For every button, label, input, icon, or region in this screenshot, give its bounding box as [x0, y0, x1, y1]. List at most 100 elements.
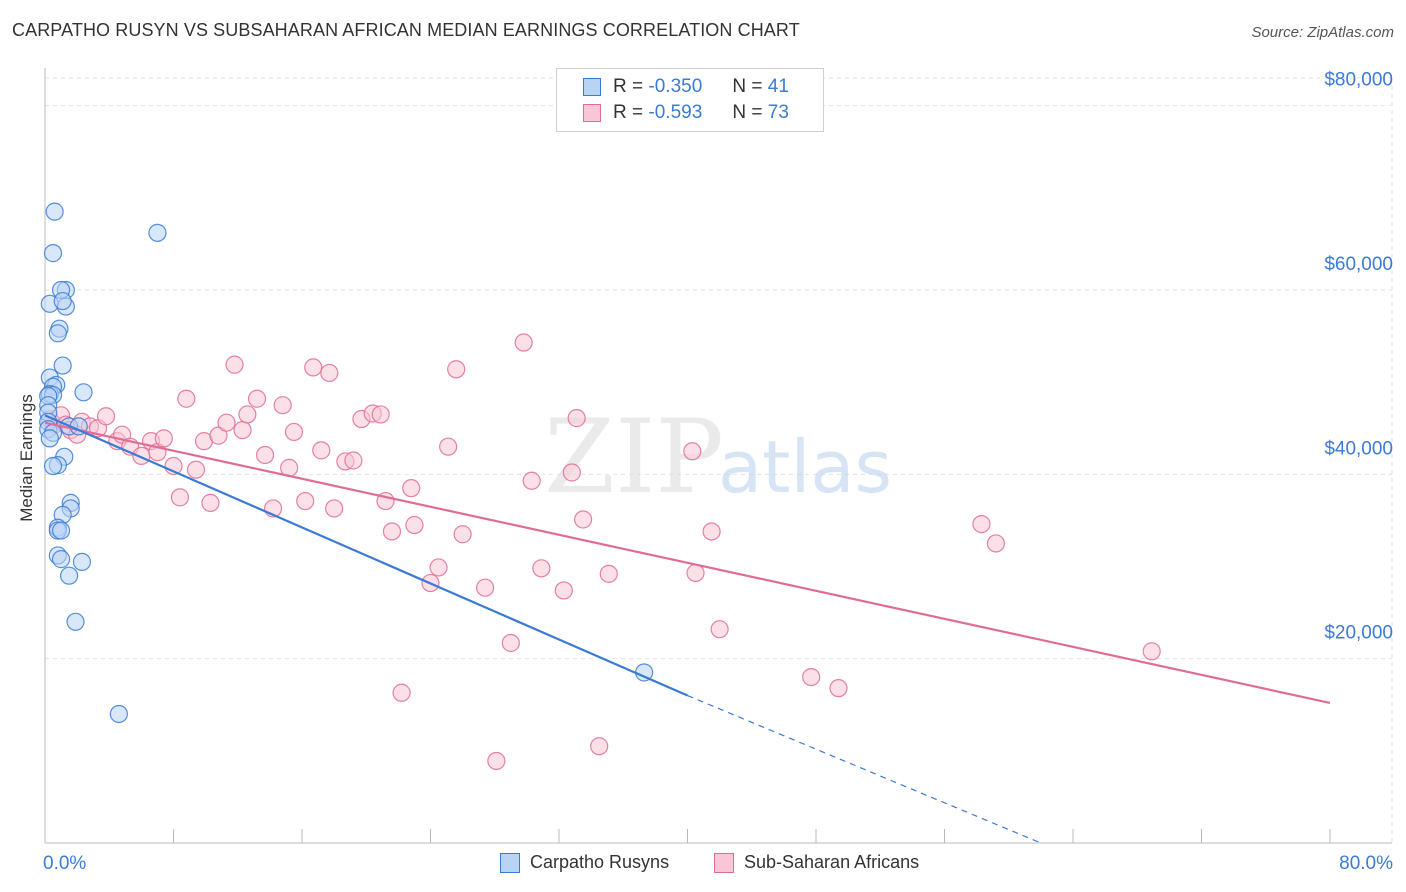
series-legend-carpatho[interactable]: Carpatho Rusyns	[500, 852, 669, 873]
data-point	[405, 515, 424, 535]
legend-r-label: R =	[613, 76, 644, 97]
data-point	[590, 737, 609, 756]
data-point	[51, 521, 71, 540]
series-swatch-pink	[714, 852, 734, 873]
data-point	[686, 563, 705, 583]
carpatho-rusyn-points	[39, 202, 654, 724]
watermark-atlas: atlas	[718, 425, 892, 509]
data-point	[382, 522, 402, 541]
legend-row-carpatho: R = -0.350 N = 41	[583, 75, 789, 99]
data-point	[233, 420, 252, 440]
data-point	[567, 409, 586, 428]
legend-r-label: R =	[613, 102, 644, 123]
data-point	[986, 534, 1006, 553]
data-point	[487, 751, 506, 771]
data-point	[53, 356, 72, 375]
data-point	[186, 460, 206, 479]
data-point	[829, 679, 848, 698]
trend-line-carpatho	[44, 414, 688, 697]
data-point	[72, 552, 92, 571]
data-point	[74, 383, 93, 402]
data-point	[209, 426, 228, 445]
data-point	[59, 566, 79, 585]
data-point	[344, 451, 363, 470]
data-point	[148, 223, 167, 242]
data-point	[501, 633, 520, 653]
data-point	[554, 581, 573, 600]
trend-line-subsaharan	[44, 421, 1331, 704]
legend-row-subsaharan: R = -0.593 N = 73	[583, 101, 789, 125]
data-point	[217, 413, 236, 432]
data-point	[273, 396, 292, 415]
series-legend: Carpatho Rusyns Sub-Saharan Africans	[0, 852, 1406, 878]
x-tick-label: 0.0%	[43, 853, 86, 874]
data-point	[45, 202, 64, 221]
data-point	[247, 389, 267, 408]
chart-title: CARPATHO RUSYN VS SUBSAHARAN AFRICAN MED…	[12, 20, 800, 40]
legend-swatch-pink	[583, 104, 601, 122]
trend-lines	[44, 414, 1331, 844]
correlation-legend: R = -0.350 N = 41 R = -0.593 N = 73	[556, 68, 824, 132]
data-point	[66, 612, 85, 631]
y-tick-label: $80,000	[1324, 70, 1393, 91]
data-point	[476, 578, 495, 597]
data-point	[201, 493, 220, 512]
legend-n-value: 73	[767, 102, 789, 123]
data-point	[683, 442, 702, 461]
y-tick-label: $20,000	[1324, 623, 1393, 644]
data-point	[392, 683, 411, 702]
data-point	[802, 667, 821, 687]
data-point	[296, 491, 315, 511]
data-point	[532, 559, 551, 578]
data-point	[325, 499, 344, 518]
data-point	[225, 355, 244, 374]
series-name: Sub-Saharan Africans	[744, 852, 920, 872]
data-point	[573, 510, 593, 529]
data-point	[154, 429, 173, 448]
data-point	[40, 429, 59, 448]
series-name: Carpatho Rusyns	[530, 852, 670, 872]
data-point	[304, 358, 323, 377]
data-point	[402, 479, 421, 498]
data-point	[1142, 642, 1161, 661]
x-tick-label: 80.0%	[1339, 853, 1393, 874]
sub-saharan-points	[40, 333, 1161, 771]
data-point	[522, 471, 541, 490]
data-point	[599, 564, 618, 583]
trend-line-carpatho-extension	[687, 694, 1042, 844]
data-point	[429, 558, 448, 577]
data-point	[312, 441, 331, 460]
data-point	[320, 363, 339, 383]
data-point	[170, 488, 190, 507]
legend-n-label: N =	[732, 76, 763, 97]
data-point	[53, 291, 72, 311]
data-point	[109, 704, 128, 724]
data-point	[439, 437, 458, 456]
data-point	[177, 389, 196, 408]
data-point	[284, 422, 304, 442]
data-point	[43, 456, 63, 476]
y-tick-label: $60,000	[1324, 254, 1393, 275]
data-point	[702, 522, 721, 541]
y-tick-label: $40,000	[1324, 438, 1393, 459]
legend-r-value: -0.350	[648, 76, 703, 97]
data-point	[710, 620, 729, 639]
legend-swatch-blue	[583, 78, 601, 96]
data-point	[48, 324, 67, 343]
legend-n-label: N =	[732, 102, 763, 123]
source-label: Source: ZipAtlas.com	[1251, 24, 1394, 41]
data-point	[562, 463, 581, 482]
data-point	[514, 333, 533, 352]
legend-n-value: 41	[767, 76, 789, 97]
axes: $20,000 $40,000 $60,000 $80,000 0.0% 80.0%	[43, 68, 1393, 874]
legend-r-value: -0.593	[648, 102, 703, 123]
data-point	[96, 407, 116, 426]
data-point	[447, 360, 466, 379]
data-point	[238, 405, 257, 424]
series-legend-subsaharan[interactable]: Sub-Saharan Africans	[714, 852, 919, 873]
data-point	[51, 550, 71, 569]
data-point	[255, 445, 275, 465]
y-axis-label: Median Earnings	[17, 394, 36, 522]
data-point	[43, 244, 63, 263]
